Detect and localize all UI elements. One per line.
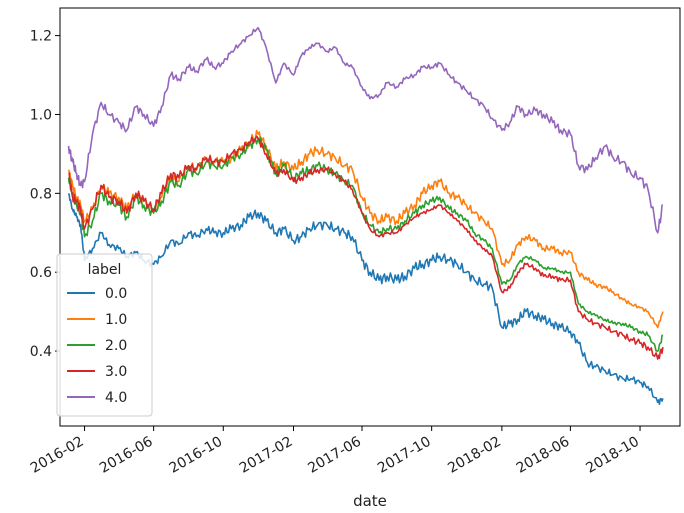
x-tick-label: 2017-06 [305,434,364,477]
x-tick-label: 2016-02 [28,434,87,477]
y-tick-label: 1.2 [30,29,52,45]
x-axis-label: date [353,492,387,510]
x-tick-label: 2016-10 [167,434,226,477]
axes-spines [59,7,681,427]
plot-area [60,8,680,426]
x-tick-label: 2018-02 [445,434,504,477]
legend-label-2.0: 2.0 [105,338,127,354]
y-tick-label: 1.0 [30,107,52,123]
y-tick-label: 0.6 [30,265,52,281]
series-line-3.0 [68,135,664,360]
legend-label-1.0: 1.0 [105,312,127,328]
axes-frame [59,7,681,427]
plot-background [60,8,680,426]
y-axis: 0.4 0.6 0.8 1.0 1.2 [30,29,60,360]
x-tick-label: 2016-06 [97,434,156,477]
legend-title: label [88,262,122,278]
x-tick-label: 2017-02 [237,434,296,477]
x-tick-label: 2018-10 [583,434,642,477]
series-line-4.0 [67,26,663,234]
y-tick-label: 0.8 [30,186,52,202]
legend-label-0.0: 0.0 [105,286,127,302]
legend-box [56,253,153,417]
legend-label-4.0: 4.0 [105,390,127,406]
y-tick-label: 0.4 [30,344,52,360]
legend: label 0.0 1.0 2.0 3.0 4.0 [56,253,153,417]
x-axis: 2016-02 2016-06 2016-10 2017-02 2017-06 2017-… [28,426,642,477]
legend-label-3.0: 3.0 [105,364,127,380]
x-tick-label: 2018-06 [514,434,573,477]
x-tick-label: 2017-10 [375,434,434,477]
